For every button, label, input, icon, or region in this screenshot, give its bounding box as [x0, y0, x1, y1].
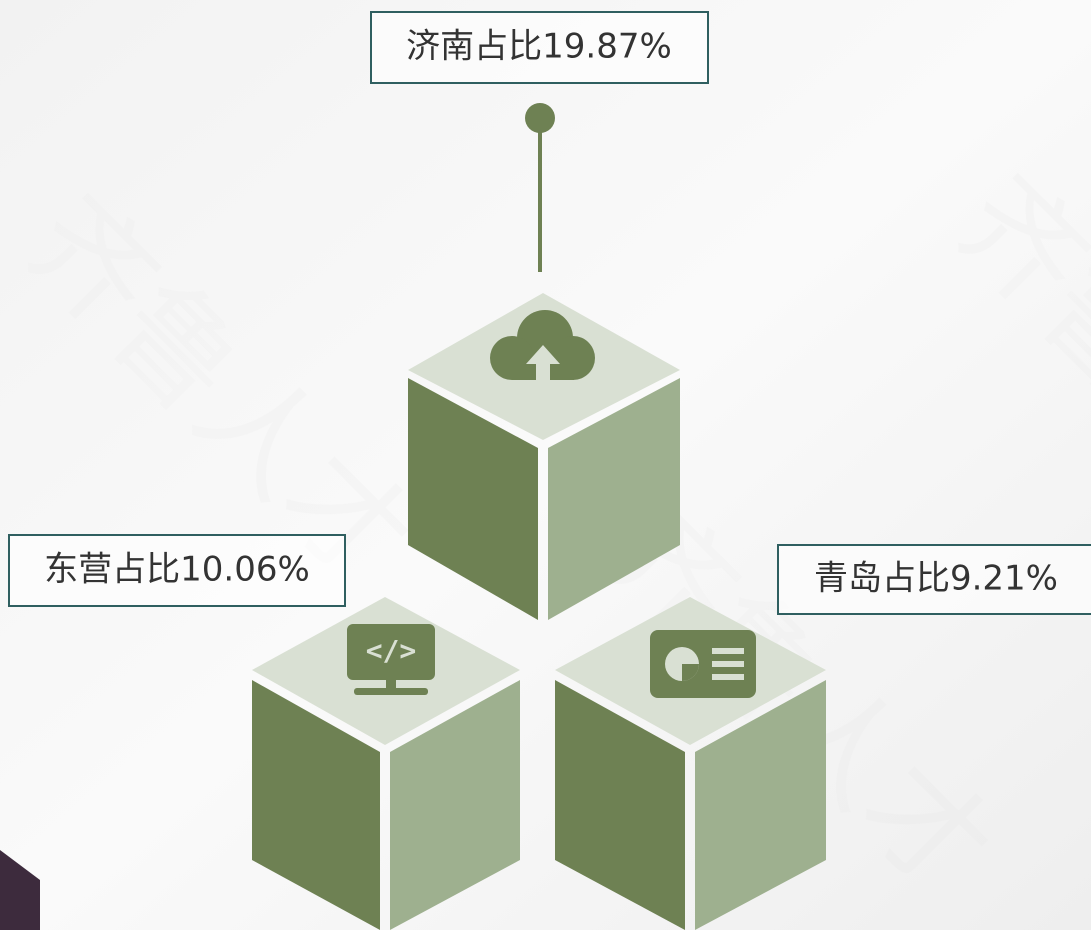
label-jinan: 济南占比19.87% [406, 27, 672, 67]
line-glyph [712, 661, 744, 667]
line-glyph [712, 648, 744, 654]
connector-dot [525, 103, 555, 133]
line-glyph [712, 674, 744, 680]
page: 齐鲁人才 齐鲁人才 齐鲁人才 </> [0, 0, 1091, 930]
infographic: 齐鲁人才 齐鲁人才 齐鲁人才 </> [0, 0, 1091, 930]
label-dongying: 东营占比10.06% [44, 550, 310, 590]
monitor-base [354, 688, 428, 695]
label-qingdao: 青岛占比9.21% [814, 559, 1058, 599]
code-glyph: </> [366, 634, 417, 667]
